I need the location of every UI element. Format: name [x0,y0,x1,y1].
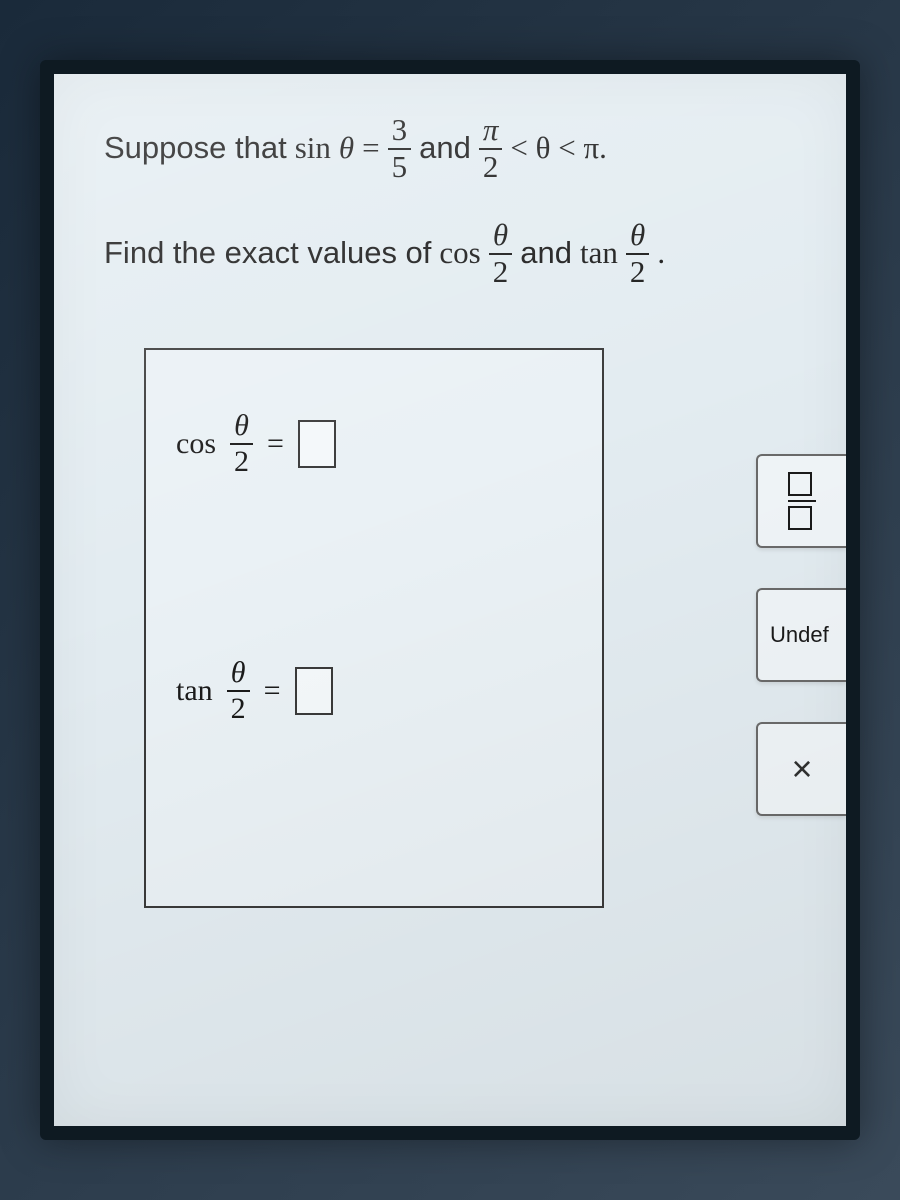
problem-statement: Suppose that sin θ = 3 5 and π 2 < θ < π… [104,114,816,288]
problem-screen: Suppose that sin θ = 3 5 and π 2 < θ < π… [40,60,860,1140]
fraction-theta-2: θ 2 [230,410,253,477]
problem-line-1: Suppose that sin θ = 3 5 and π 2 < θ < π… [104,114,816,183]
fraction-tool-button[interactable] [756,454,846,548]
text-and: and [419,125,471,172]
denominator: 2 [227,693,250,725]
answer-area: cos θ 2 = tan θ 2 = [144,348,816,908]
cos-label: cos [176,427,216,461]
denominator: 2 [489,256,513,289]
numerator: θ [230,410,253,442]
undefined-button[interactable]: Undef [756,588,846,682]
fraction-3-5: 3 5 [388,114,412,183]
close-icon: × [791,748,812,790]
fraction-theta-2-b: θ 2 [626,219,650,288]
sin-label: sin [295,125,331,172]
text-find: Find the exact values of [104,230,431,277]
tan-input[interactable] [295,667,333,715]
text-and-2: and [520,230,572,277]
fraction-pi-2: π 2 [479,114,503,183]
undefined-label: Undef [770,622,829,648]
tan-label: tan [176,674,213,708]
equals-symbol: = [362,125,379,172]
fraction-theta-2: θ 2 [489,219,513,288]
denominator: 2 [479,151,503,184]
tool-palette: Undef × [756,454,846,816]
numerator: θ [626,219,649,252]
clear-button[interactable]: × [756,722,846,816]
fraction-theta-2: θ 2 [227,657,250,724]
tan-label: tan [580,230,618,277]
period: . [657,230,665,277]
denominator: 2 [230,446,253,478]
numerator: θ [227,657,250,689]
equals-symbol: = [264,674,281,708]
answer-panel: cos θ 2 = tan θ 2 = [144,348,604,908]
theta-symbol: θ [339,125,354,172]
cos-input[interactable] [298,420,336,468]
equals-symbol: = [267,427,284,461]
numerator: θ [489,219,512,252]
fraction-icon [788,472,816,530]
denominator: 2 [626,256,650,289]
cos-label: cos [439,230,480,277]
numerator: 3 [388,114,412,147]
problem-line-2: Find the exact values of cos θ 2 and tan… [104,219,816,288]
tan-answer-row: tan θ 2 = [176,657,572,724]
cos-answer-row: cos θ 2 = [176,410,572,477]
text-suppose: Suppose that [104,125,287,172]
numerator: π [479,114,503,147]
denominator: 5 [388,151,412,184]
inequality-text: < θ < π. [510,125,606,172]
